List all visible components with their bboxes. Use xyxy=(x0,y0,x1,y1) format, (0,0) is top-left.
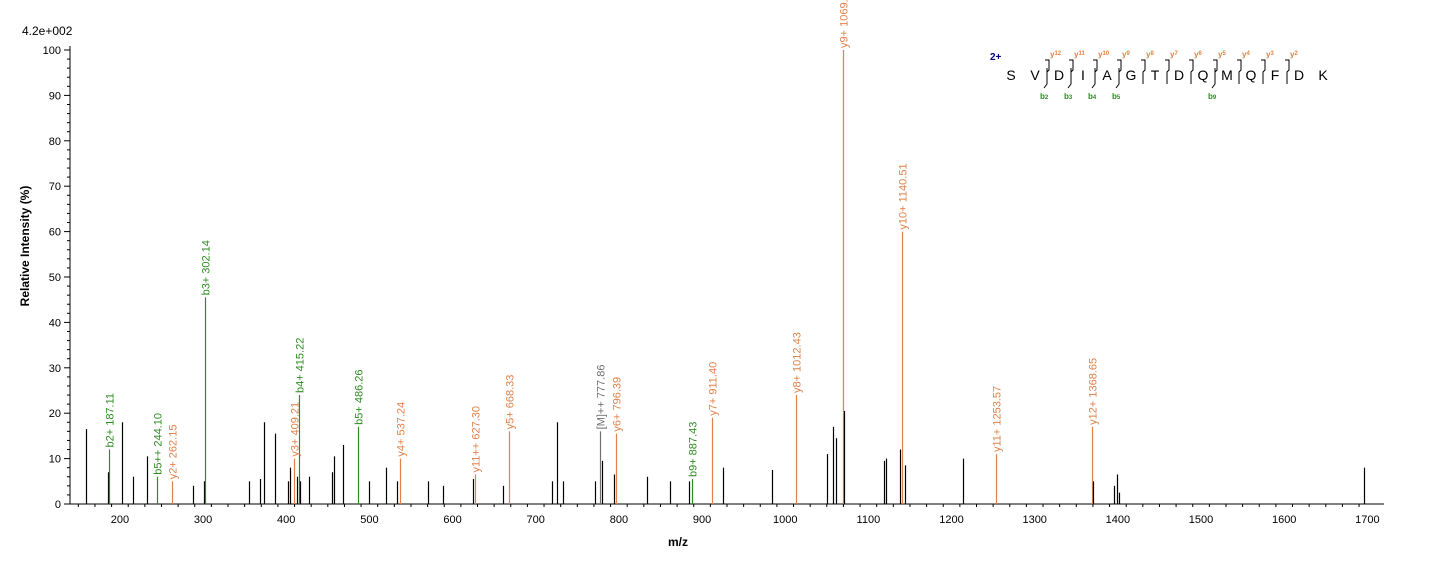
peak-label: y2+ 262.15 xyxy=(168,425,180,480)
sequence-residue: D xyxy=(1054,67,1064,83)
sequence-residue: M xyxy=(1221,67,1233,83)
sequence-residue: K xyxy=(1318,67,1328,83)
peak-label: y6+ 796.39 xyxy=(612,377,624,432)
y-ion-bracket xyxy=(1285,59,1290,84)
x-tick-label: 600 xyxy=(443,514,461,526)
y-tick-label: 0 xyxy=(55,499,61,511)
b-ion-bracket xyxy=(1043,68,1048,89)
precursor-charge: 2+ xyxy=(990,52,1002,63)
sequence-residue: T xyxy=(1151,67,1160,83)
y-ion-marker: y3 xyxy=(1266,50,1274,59)
y-ion-bracket xyxy=(1189,59,1194,84)
peak-label: y5+ 668.33 xyxy=(505,375,517,430)
peak-label: y11++ 627.30 xyxy=(471,406,483,472)
x-tick-label: 200 xyxy=(111,514,129,526)
sequence-residue: D xyxy=(1174,67,1184,83)
sequence-residue: G xyxy=(1126,67,1137,83)
y-tick-label: 80 xyxy=(49,136,61,148)
y-ion-marker: y10 xyxy=(1098,50,1110,59)
peak-labels-layer: b2+ 187.11 b5++ 244.10 y2+ 262.15 b3+ 302.1… xyxy=(105,0,1100,479)
y-tick-label: 40 xyxy=(49,317,61,329)
y-ion-marker: y2 xyxy=(1290,50,1298,59)
peak-label: b5++ 244.10 xyxy=(153,413,165,475)
peak-label: [M]++ 777.86 xyxy=(596,365,608,430)
b-ion-bracket xyxy=(1091,68,1096,89)
x-tick-label: 1400 xyxy=(1106,514,1130,526)
b-ion-bracket xyxy=(1115,68,1120,89)
x-axis: 200 300 400 500 600 700 800 900 1000 1100 1200 1300… xyxy=(70,503,1384,526)
peaks-layer xyxy=(85,50,1366,504)
peak-label: y7+ 911.40 xyxy=(708,362,720,416)
intensity-scale-label: 4.2e+002 xyxy=(22,24,73,38)
b-ion-marker: b9 xyxy=(1208,92,1217,101)
sequence-residue: Q xyxy=(1198,67,1209,83)
y-ion-marker: y5 xyxy=(1218,50,1226,59)
peak-label: b9+ 887.43 xyxy=(688,422,700,477)
peak-label: y9+ 1069.47 xyxy=(839,0,851,48)
x-tick-label: 1700 xyxy=(1355,514,1379,526)
y-ion-bracket xyxy=(1261,59,1266,84)
b-ion-bracket xyxy=(1067,68,1072,89)
y-ion-marker: y4 xyxy=(1242,50,1250,59)
y-ion-marker: y11 xyxy=(1074,50,1085,59)
x-tick-label: 1100 xyxy=(857,514,881,526)
b-ion-marker: b4 xyxy=(1088,92,1097,101)
x-tick-label: 700 xyxy=(527,514,545,526)
x-tick-label: 1000 xyxy=(773,514,797,526)
y-tick-label: 20 xyxy=(49,408,61,420)
peak-label: y11+ 1253.57 xyxy=(992,386,1004,452)
sequence-residue: D xyxy=(1294,67,1304,83)
y-ion-bracket xyxy=(1165,59,1170,84)
y-ion-bracket xyxy=(1237,59,1242,84)
x-tick-label: 900 xyxy=(693,514,711,526)
sequence-residue: I xyxy=(1081,67,1085,83)
y-tick-label: 70 xyxy=(49,181,61,193)
x-tick-label: 800 xyxy=(610,514,628,526)
y-ion-marker: y7 xyxy=(1170,50,1178,59)
sequence-residue: S xyxy=(1006,67,1015,83)
peak-label: y12+ 1368.65 xyxy=(1088,358,1100,425)
y-axis-title: Relative Intensity (%) xyxy=(18,186,32,307)
peak-label: b3+ 302.14 xyxy=(201,240,213,295)
y-axis: 0 10 20 30 40 50 60 70 80 90 100 xyxy=(43,45,71,511)
y-tick-label: 100 xyxy=(43,45,61,57)
y-tick-label: 10 xyxy=(49,454,61,466)
sequence-residue: F xyxy=(1271,67,1280,83)
y-ion-bracket xyxy=(1141,59,1146,84)
x-axis-title: m/z xyxy=(668,535,688,549)
x-tick-label: 1600 xyxy=(1272,514,1296,526)
peak-label: y3+ 409.21 xyxy=(290,402,302,457)
sequence-residue: V xyxy=(1030,67,1040,83)
y-ion-marker: y8 xyxy=(1146,50,1154,59)
peak-label: b2+ 187.11 xyxy=(105,393,117,448)
y-ion-marker: y6 xyxy=(1194,50,1202,59)
x-tick-label: 500 xyxy=(360,514,378,526)
peak-label: y4+ 537.24 xyxy=(396,402,408,457)
x-tick-label: 1300 xyxy=(1022,514,1046,526)
y-tick-label: 50 xyxy=(49,272,61,284)
sequence-residue: A xyxy=(1102,67,1112,83)
y-tick-label: 30 xyxy=(49,363,61,375)
b-ion-marker: b3 xyxy=(1064,92,1073,101)
peak-label: y10+ 1140.51 xyxy=(898,163,910,229)
y-tick-label: 90 xyxy=(49,90,61,102)
b-ion-bracket xyxy=(1211,68,1216,89)
sequence-residue: Q xyxy=(1246,67,1257,83)
b-ion-marker: b5 xyxy=(1112,92,1121,101)
b-ion-marker: b2 xyxy=(1040,92,1049,101)
y-ion-marker: y9 xyxy=(1122,50,1130,59)
x-tick-label: 1200 xyxy=(939,514,963,526)
y-ion-marker: y12 xyxy=(1050,50,1062,59)
peak-label: y8+ 1012.43 xyxy=(792,332,804,393)
x-tick-label: 400 xyxy=(277,514,295,526)
x-tick-label: 300 xyxy=(194,514,212,526)
peak-label: b5+ 486.26 xyxy=(354,369,366,424)
peak-label: b4+ 415.22 xyxy=(295,338,307,393)
y-tick-label: 60 xyxy=(49,227,61,239)
x-tick-label: 1500 xyxy=(1189,514,1213,526)
